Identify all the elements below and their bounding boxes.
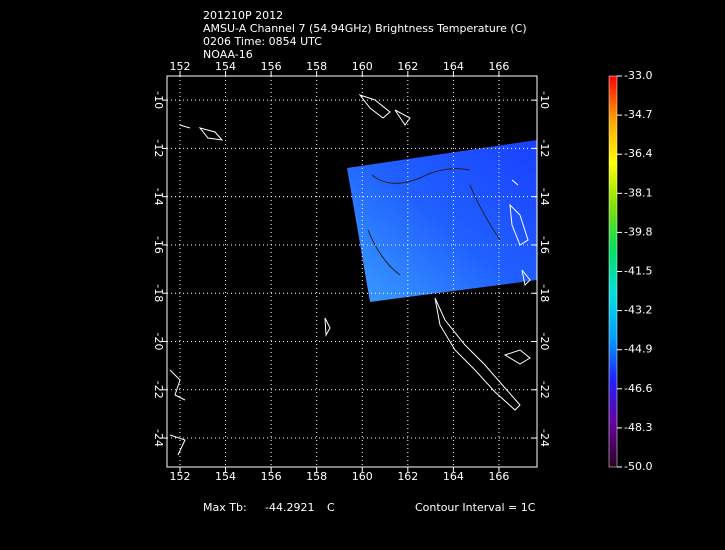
lat-label: -18 <box>152 284 165 302</box>
colorbar-label: -38.1 <box>624 186 652 199</box>
map-frame <box>166 75 538 468</box>
map-content <box>169 94 537 456</box>
lat-label: -14 <box>152 188 165 206</box>
lat-label: -10 <box>538 91 551 109</box>
lat-label: -22 <box>152 381 165 399</box>
lon-label: 162 <box>397 60 418 73</box>
lon-label: 158 <box>306 60 327 73</box>
lat-label: -12 <box>152 139 165 157</box>
footer-unit: C <box>327 501 335 514</box>
lat-label: -16 <box>152 236 165 254</box>
lon-label: 166 <box>488 470 509 483</box>
colorbar-label: -33.0 <box>624 69 652 82</box>
lon-label: 154 <box>215 470 236 483</box>
contour <box>367 168 501 276</box>
colorbar-label: -39.8 <box>624 225 652 238</box>
grid <box>167 76 537 467</box>
colorbar-label: -46.6 <box>624 382 652 395</box>
lat-label: -12 <box>538 139 551 157</box>
colorbar-label: -44.9 <box>624 343 652 356</box>
colorbar-label: -50.0 <box>624 460 652 473</box>
lon-label: 162 <box>397 470 418 483</box>
lon-label: 164 <box>443 60 464 73</box>
colorbar-label: -34.7 <box>624 108 652 121</box>
title-line: 0206 Time: 0854 UTC <box>203 35 322 48</box>
lon-label: 160 <box>352 470 373 483</box>
title-line: 201210P 2012 <box>203 9 283 22</box>
lon-label: 166 <box>488 60 509 73</box>
lat-label: -14 <box>538 188 551 206</box>
lat-label: -20 <box>538 333 551 351</box>
lat-label: -24 <box>152 429 165 447</box>
coastlines <box>169 94 531 456</box>
lon-label: 152 <box>169 470 190 483</box>
lat-label: -24 <box>538 429 551 447</box>
title-line: AMSU-A Channel 7 (54.94GHz) Brightness T… <box>203 22 527 35</box>
lon-label: 160 <box>352 60 373 73</box>
colorbar-label: -43.2 <box>624 304 652 317</box>
lon-label: 156 <box>261 470 282 483</box>
colorbar-label: -48.3 <box>624 421 652 434</box>
lon-label: 164 <box>443 470 464 483</box>
lon-label: 158 <box>306 470 327 483</box>
colorbar-label: -41.5 <box>624 265 652 278</box>
lon-label: 156 <box>261 60 282 73</box>
title-line: NOAA-16 <box>203 48 253 61</box>
lat-label: -16 <box>538 236 551 254</box>
lat-label: -20 <box>152 333 165 351</box>
lat-label: -18 <box>538 284 551 302</box>
data-swath <box>347 140 537 302</box>
lon-label: 152 <box>169 60 190 73</box>
lon-label: 154 <box>215 60 236 73</box>
colorbar-label: -36.4 <box>624 147 652 160</box>
colorbar <box>608 75 618 468</box>
footer-contour: Contour Interval = 1C <box>415 501 536 514</box>
lat-label: -10 <box>152 91 165 109</box>
footer-value: -44.2921 <box>265 501 314 514</box>
lat-label: -22 <box>538 381 551 399</box>
footer-label: Max Tb: <box>203 501 247 514</box>
